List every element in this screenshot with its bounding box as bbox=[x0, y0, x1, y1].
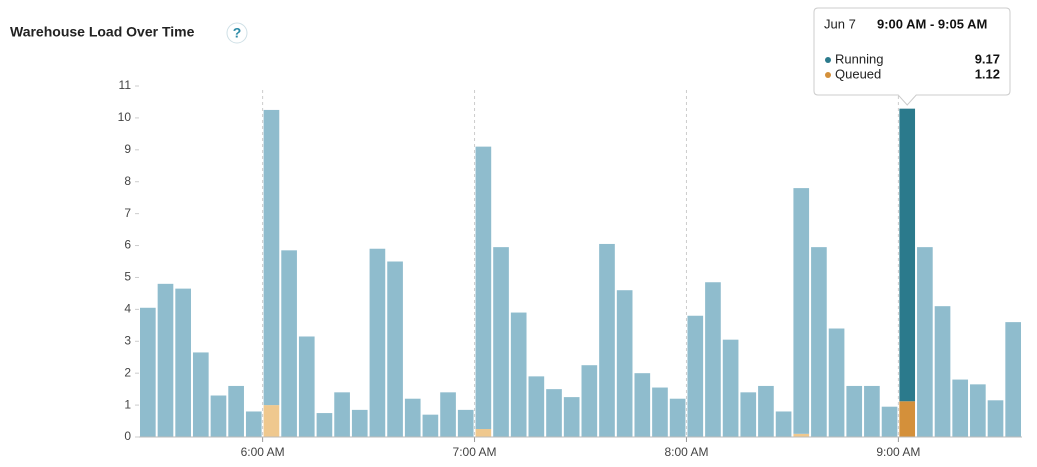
bar-segment bbox=[281, 250, 297, 437]
bar-segment bbox=[546, 389, 562, 437]
bar-segment bbox=[298, 336, 315, 437]
bar-segment bbox=[175, 288, 191, 437]
y-tick-label: 0 bbox=[124, 429, 131, 443]
bar-segment bbox=[369, 248, 386, 437]
bar-segment bbox=[493, 247, 509, 437]
bar-segment bbox=[687, 315, 704, 437]
bar-segment bbox=[140, 307, 156, 437]
bar-segment bbox=[705, 282, 721, 437]
bar-segment bbox=[828, 328, 845, 437]
bar-segment bbox=[846, 385, 863, 437]
y-tick-label: 6 bbox=[124, 238, 131, 252]
bar-segment bbox=[228, 385, 244, 437]
bar-segment bbox=[722, 339, 739, 437]
x-tick-label: 9:00 AM bbox=[876, 445, 920, 459]
y-tick-label: 7 bbox=[124, 206, 131, 220]
bar-segment bbox=[669, 398, 686, 437]
y-tick-label: 10 bbox=[118, 110, 132, 124]
bar-segment bbox=[864, 385, 880, 437]
y-tick-label: 4 bbox=[124, 302, 131, 316]
bar-segment bbox=[192, 352, 209, 437]
bar-segment bbox=[634, 373, 651, 437]
bar-segment bbox=[404, 398, 421, 437]
bar-segment bbox=[758, 385, 774, 437]
bar-segment bbox=[652, 387, 668, 437]
bar-segment bbox=[881, 406, 898, 437]
bar-segment bbox=[351, 409, 368, 437]
help-icon[interactable] bbox=[226, 22, 248, 44]
bar-segment bbox=[245, 411, 262, 437]
legend-dot bbox=[825, 57, 831, 63]
bar-segment bbox=[475, 429, 492, 437]
tooltip-range: 9:00 AM - 9:05 AM bbox=[877, 16, 987, 31]
y-tick-label: 5 bbox=[124, 270, 131, 284]
bar-segment bbox=[157, 283, 174, 437]
bar-segment bbox=[475, 146, 492, 430]
bar-segment bbox=[934, 306, 951, 437]
x-tick-label: 6:00 AM bbox=[241, 445, 285, 459]
bar-segment bbox=[263, 405, 280, 437]
bar-segment bbox=[1005, 322, 1021, 437]
tooltip-value: 1.12 bbox=[975, 66, 1000, 81]
y-tick-label: 8 bbox=[124, 174, 131, 188]
bar-segment bbox=[987, 400, 1004, 437]
tooltip-box bbox=[813, 7, 1011, 106]
bar-segment bbox=[440, 392, 456, 437]
y-tick-label: 11 bbox=[119, 78, 132, 92]
bar-segment bbox=[811, 247, 827, 437]
x-tick-label: 7:00 AM bbox=[453, 445, 497, 459]
bar-segment bbox=[793, 188, 810, 434]
bar-segment bbox=[952, 379, 969, 437]
bar-segment bbox=[528, 376, 545, 437]
bar-segment bbox=[334, 392, 350, 437]
y-tick-label: 2 bbox=[124, 365, 131, 379]
bar-segment bbox=[316, 413, 333, 437]
bar-segment bbox=[917, 247, 933, 437]
bar-segment bbox=[616, 290, 633, 437]
tooltip-value: 9.17 bbox=[975, 51, 1000, 66]
bar-segment bbox=[740, 392, 757, 437]
bar-segment bbox=[581, 365, 598, 437]
bar-segment bbox=[263, 109, 280, 406]
bar-segment bbox=[210, 395, 227, 437]
help-mark[interactable]: ? bbox=[233, 25, 242, 41]
bar-segment bbox=[793, 433, 810, 437]
bar-segment bbox=[510, 312, 527, 437]
legend-label: Running bbox=[835, 51, 883, 66]
legend-label: Queued bbox=[835, 66, 881, 81]
tooltip: Jun 7 9:00 AM - 9:05 AM Running 9.17 Queued 1… bbox=[813, 7, 1011, 106]
y-tick-label: 3 bbox=[124, 333, 131, 347]
bar-segment bbox=[899, 401, 916, 437]
bar-segment bbox=[599, 243, 615, 437]
bar-segment bbox=[563, 397, 580, 437]
bar-segment bbox=[899, 108, 916, 402]
legend-dot bbox=[825, 72, 831, 78]
bar-segment bbox=[457, 409, 474, 437]
y-tick-label: 9 bbox=[124, 142, 131, 156]
tooltip-date: Jun 7 bbox=[824, 16, 856, 31]
x-tick-label: 8:00 AM bbox=[664, 445, 708, 459]
bar-segment bbox=[422, 414, 439, 437]
y-tick-label: 1 bbox=[124, 397, 131, 411]
bar-segment bbox=[970, 384, 986, 437]
bar-segment bbox=[387, 261, 403, 437]
bar-segment bbox=[775, 411, 792, 437]
chart-title: Warehouse Load Over Time bbox=[10, 24, 195, 40]
